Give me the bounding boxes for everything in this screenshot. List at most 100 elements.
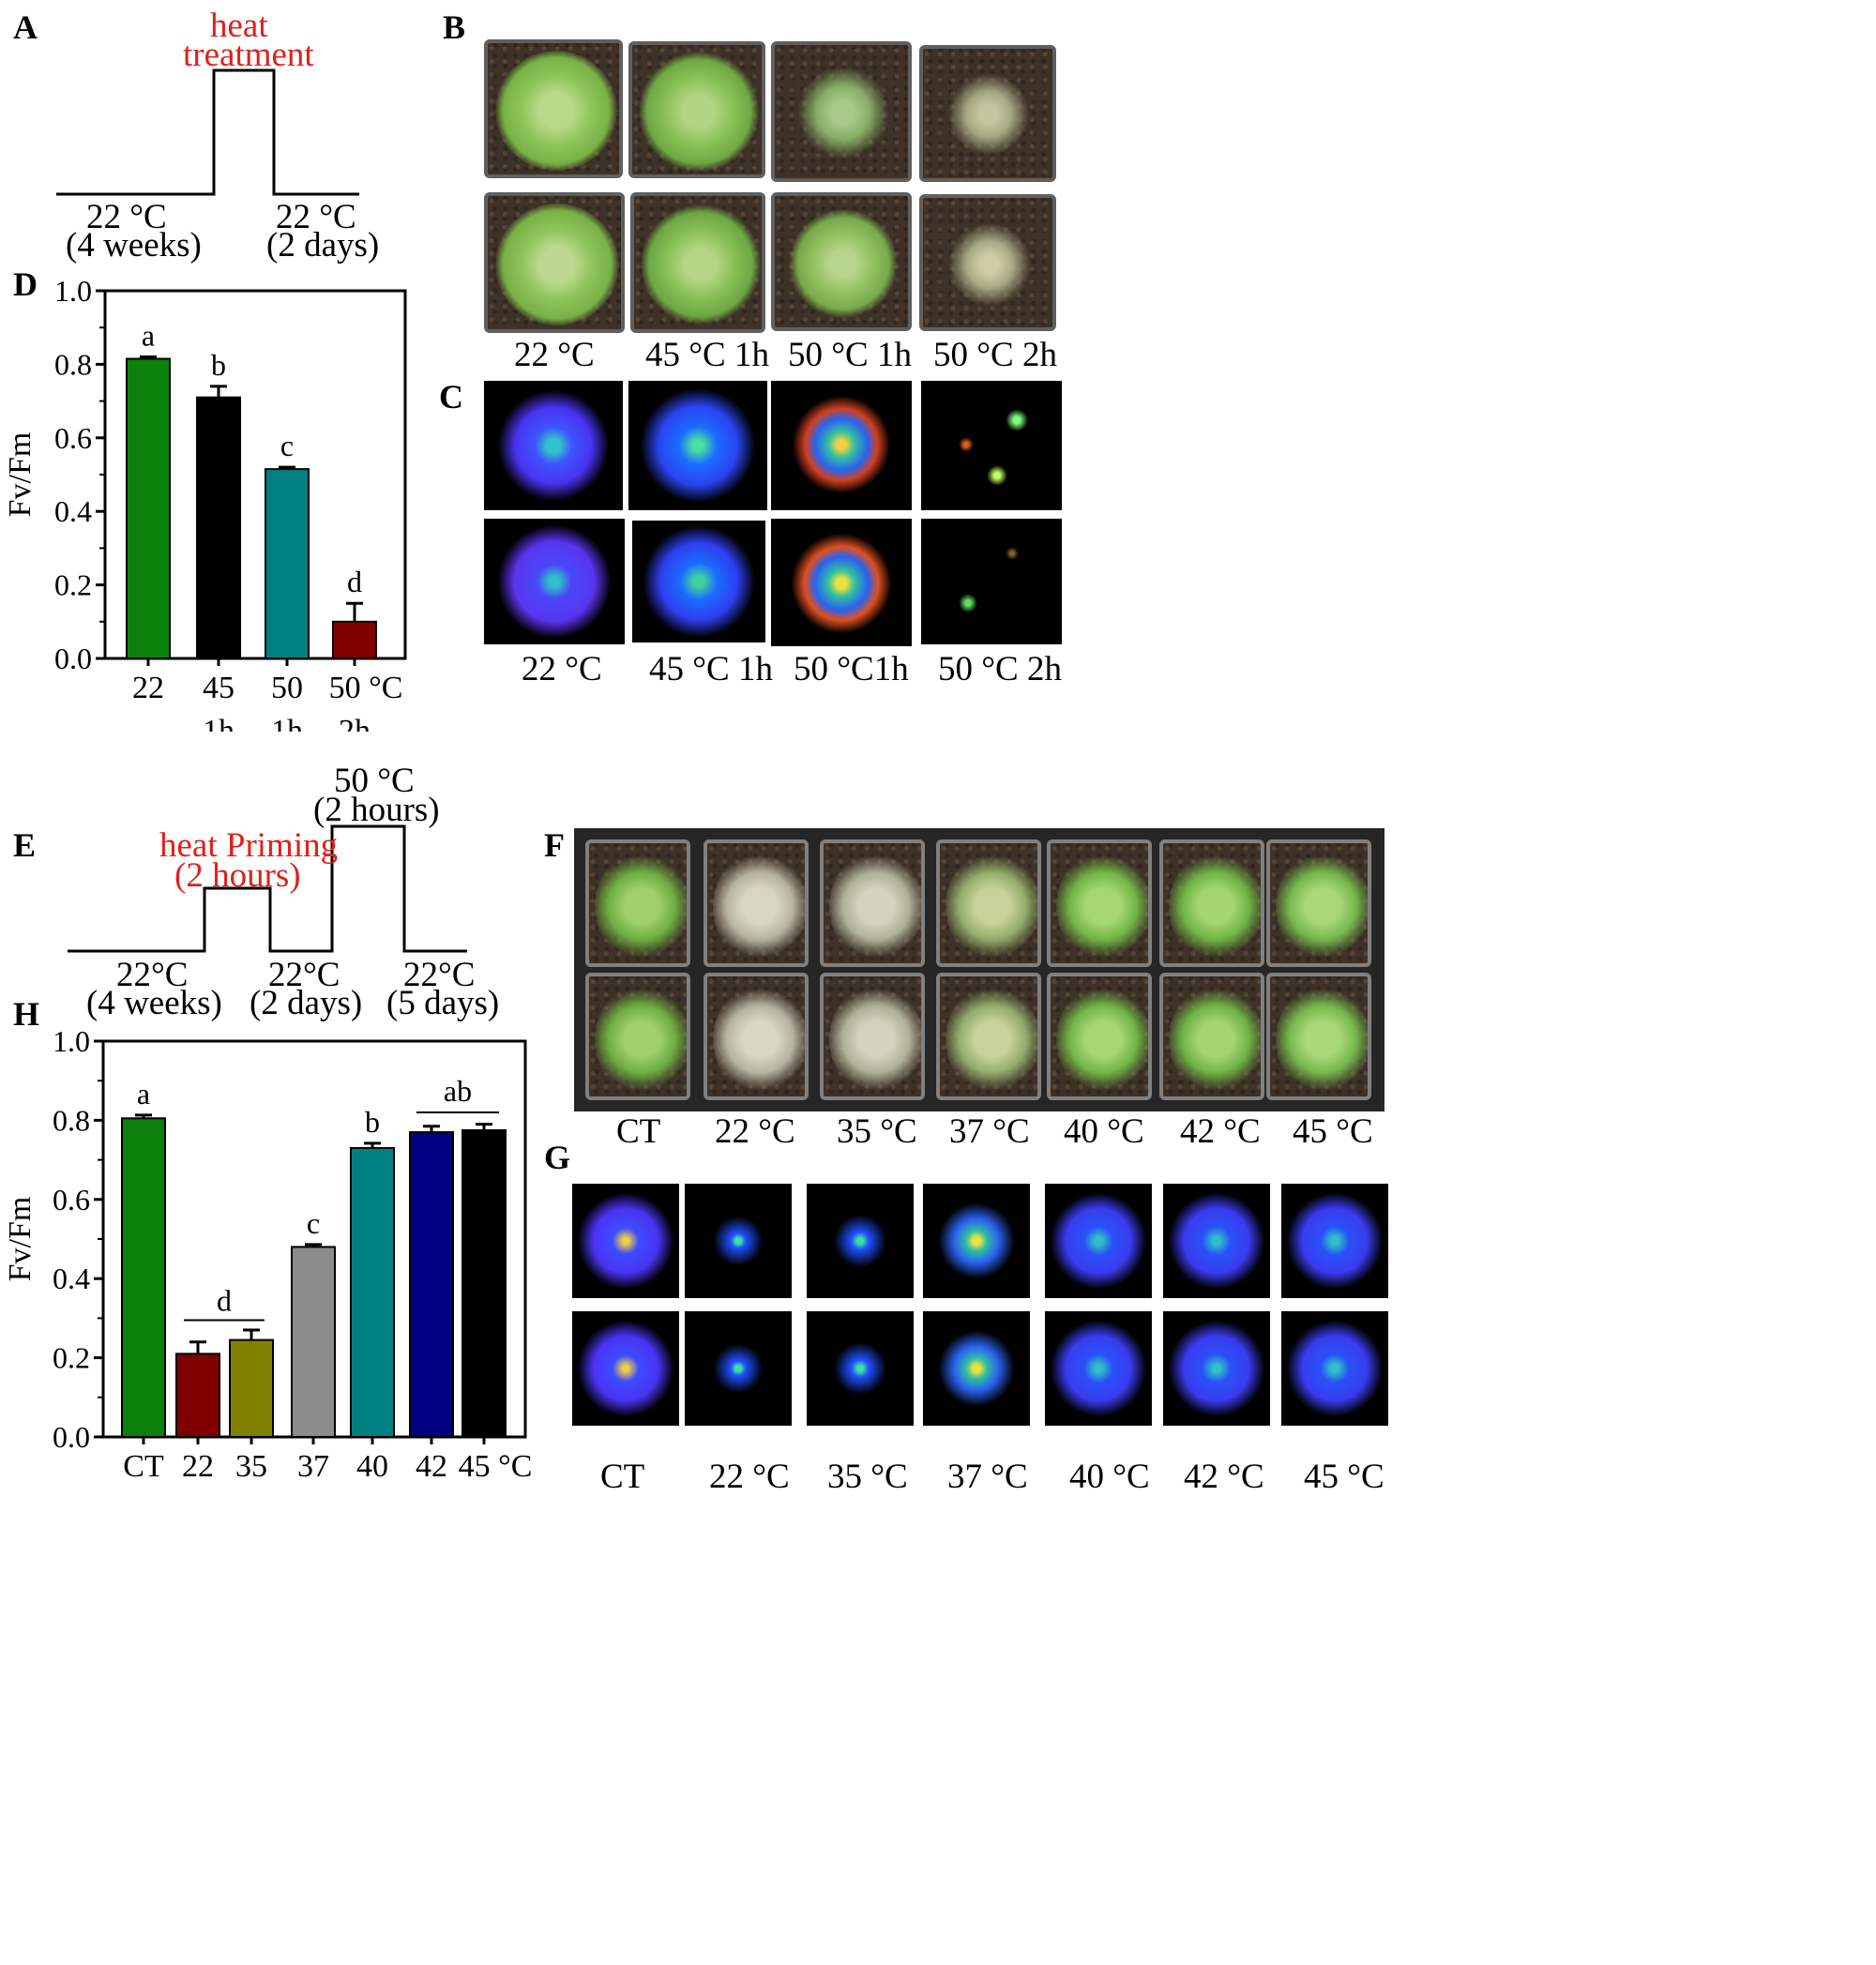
panel-label-d: D [13, 265, 38, 303]
y-tick-label: 1.0 [53, 1024, 90, 1058]
bar [229, 1338, 274, 1438]
x-tick-label: 45 °C [459, 1449, 533, 1484]
priming-label-line1: heat Priming [159, 826, 339, 865]
plant-photo [1047, 839, 1152, 967]
y-tick-label: 0.2 [53, 1341, 90, 1375]
a-left-temp: 22 °C [86, 198, 167, 236]
y-tick-label: 0.8 [54, 347, 92, 381]
fluorescence-image [484, 519, 625, 644]
x-tick-label: 50 °C [329, 671, 403, 705]
fluorescence-image [771, 519, 912, 646]
y-tick-label: 0.6 [54, 421, 92, 455]
f-caption: 45 °C [1293, 1112, 1373, 1151]
fluorescence-image [921, 519, 1062, 644]
x-tick-label: 42 [416, 1449, 447, 1484]
y-axis-label: Fv/Fm [3, 1197, 38, 1282]
bar [121, 1117, 166, 1438]
y-tick-label: 0.0 [54, 642, 92, 675]
heat-priming-schematic [68, 824, 467, 953]
fluorescence-image [807, 1311, 914, 1426]
bar [126, 357, 171, 660]
f-caption: 40 °C [1064, 1112, 1144, 1151]
significance-letter: d [217, 1284, 232, 1318]
fluorescence-image [807, 1184, 914, 1298]
plant-photo [630, 192, 765, 333]
significance-letter: a [137, 1077, 150, 1111]
y-axis-label: Fv/Fm [3, 432, 38, 518]
f-caption: 22 °C [715, 1112, 795, 1151]
fvfm-bar-chart-h: 0.0 0.2 0.4 0.6 0.8 1.0 Fv/Fm a c b CT 22 35 37 40 42 45… [3, 1024, 533, 1484]
bar [265, 468, 310, 659]
plant-photo [1047, 973, 1152, 1100]
panel-label-a: A [13, 8, 38, 46]
g-caption: 45 °C [1304, 1458, 1384, 1496]
plant-photo [1159, 839, 1264, 967]
plant-photo [820, 839, 925, 967]
fluorescence-image [1045, 1311, 1152, 1426]
plant-photo [585, 839, 690, 967]
priming-label-line2: (2 hours) [174, 856, 301, 895]
x-tick-label: 1h [203, 714, 234, 732]
g-caption: 42 °C [1184, 1458, 1264, 1496]
y-tick-label: 0.4 [53, 1262, 90, 1295]
e-t1-duration: (4 weeks) [86, 984, 222, 1022]
heat-label-line2: treatment [183, 36, 314, 74]
panel-label-h: H [13, 995, 40, 1033]
fluorescence-image [1163, 1184, 1270, 1298]
b-caption: 22 °C [514, 336, 595, 374]
x-tick-label: 40 [356, 1449, 388, 1484]
e-t3-duration: (5 days) [386, 984, 500, 1022]
fluorescence-image [685, 1184, 792, 1298]
significance-letter: a [142, 319, 155, 353]
bar [409, 1131, 454, 1438]
heat-treatment-schematic [56, 68, 359, 196]
bar [461, 1128, 507, 1438]
plant-photo [936, 973, 1041, 1100]
x-tick-label: 45 [203, 671, 234, 705]
b-caption: 50 °C 2h [933, 336, 1057, 374]
fluorescence-image [628, 381, 767, 510]
g-caption: CT [600, 1458, 645, 1496]
c-caption: 50 °C1h [794, 650, 909, 688]
e-t3-temp: 22°C [403, 956, 476, 994]
plant-photo [919, 194, 1056, 331]
stress-temp: 50 °C [334, 762, 415, 800]
x-tick-label: 2h [339, 714, 371, 732]
fluorescence-image [923, 1184, 1030, 1298]
plant-photo [919, 45, 1056, 182]
e-t2-temp: 22°C [268, 956, 340, 994]
fluorescence-image [685, 1311, 792, 1426]
significance-letter: ab [444, 1074, 472, 1108]
g-caption: 37 °C [947, 1458, 1028, 1496]
x-tick-label: 22 [182, 1449, 214, 1484]
bar [175, 1353, 220, 1439]
significance-letter: c [280, 429, 294, 462]
plant-photo [484, 192, 625, 333]
plant-photo [771, 41, 912, 182]
c-caption: 50 °C 2h [938, 650, 1062, 688]
b-caption: 50 °C 1h [788, 336, 912, 374]
g-caption: 40 °C [1069, 1458, 1150, 1496]
f-caption: CT [616, 1112, 661, 1151]
plant-photo [484, 39, 623, 178]
panel-label-f: F [544, 826, 565, 864]
x-tick-label: 35 [235, 1449, 267, 1484]
plant-photo [1266, 973, 1371, 1100]
x-tick-label: 50 [271, 671, 303, 705]
y-tick-label: 0.2 [54, 568, 92, 602]
e-t2-duration: (2 days) [250, 984, 363, 1022]
f-caption: 42 °C [1180, 1112, 1261, 1151]
g-caption: 35 °C [827, 1458, 908, 1496]
panel-label-b: B [443, 8, 466, 46]
x-tick-label: 1h [271, 714, 303, 732]
x-tick-label: CT [123, 1449, 164, 1484]
y-tick-label: 0.4 [54, 494, 92, 528]
significance-letter: d [347, 565, 362, 598]
heat-label-line1: heat [210, 7, 268, 45]
bar [350, 1146, 395, 1438]
plant-photo [820, 973, 925, 1100]
fluorescence-image [572, 1311, 679, 1426]
plant-photo [1159, 973, 1264, 1100]
fluorescence-image [632, 521, 765, 642]
plant-photo [936, 839, 1041, 967]
